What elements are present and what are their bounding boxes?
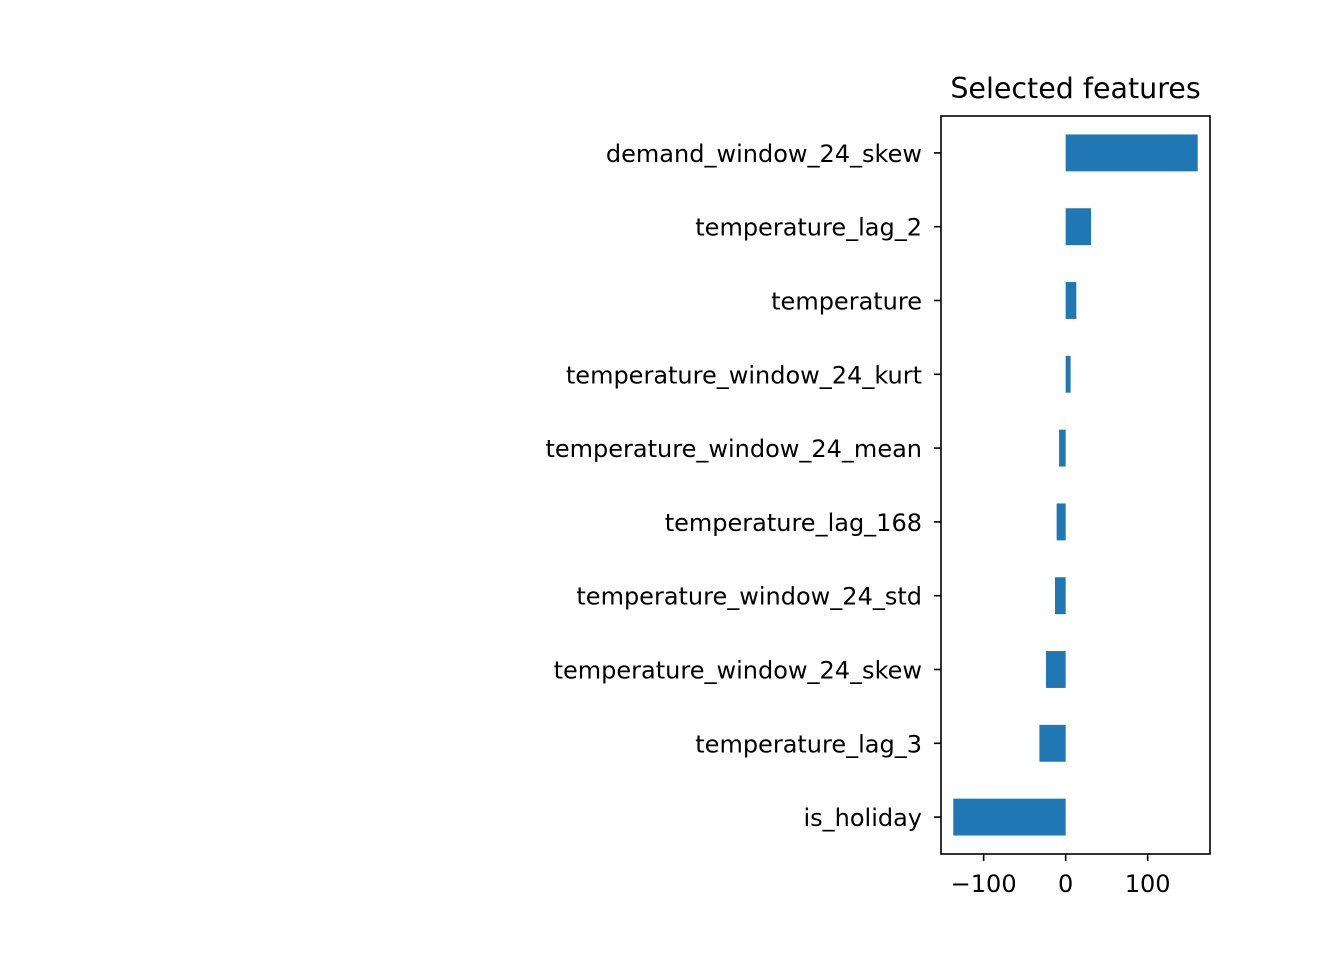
bar-temperature-lag-2 xyxy=(1065,208,1092,246)
y-tick-label: temperature_window_24_skew xyxy=(554,657,922,685)
y-tick-label: is_holiday xyxy=(803,804,922,832)
y-tick-label: temperature_window_24_mean xyxy=(545,435,922,463)
x-tick-label: −100 xyxy=(951,870,1017,898)
bar-temperature-window-24-kurt xyxy=(1065,355,1071,393)
x-axis: −100 0 100 xyxy=(951,854,1171,898)
y-tick-label: temperature_lag_168 xyxy=(665,509,922,537)
chart-title: Selected features xyxy=(950,72,1200,105)
bar-temperature-window-24-skew xyxy=(1045,651,1066,688)
bar-temperature xyxy=(1065,282,1077,319)
bar-is-holiday xyxy=(953,798,1066,836)
bar-demand-window-24-skew xyxy=(1065,134,1198,172)
y-tick-label: temperature_lag_2 xyxy=(695,214,922,242)
x-tick-label: 0 xyxy=(1058,870,1073,898)
bar-temperature-lag-3 xyxy=(1039,724,1066,762)
x-tick-label: 100 xyxy=(1125,870,1171,898)
bars-layer xyxy=(953,134,1198,836)
bar-temperature-window-24-mean xyxy=(1059,429,1066,467)
bar-temperature-lag-168 xyxy=(1056,503,1066,541)
plot-frame xyxy=(940,115,1211,855)
y-tick-label: temperature_window_24_std xyxy=(576,583,922,611)
y-tick-label: temperature xyxy=(771,288,922,316)
y-tick-label: temperature_lag_3 xyxy=(695,730,922,758)
y-tick-label: temperature_window_24_kurt xyxy=(566,361,922,389)
bar-temperature-window-24-std xyxy=(1054,577,1066,615)
y-axis: demand_window_24_skew temperature_lag_2te… xyxy=(545,140,941,832)
y-tick-label: demand_window_24_skew xyxy=(606,140,922,168)
